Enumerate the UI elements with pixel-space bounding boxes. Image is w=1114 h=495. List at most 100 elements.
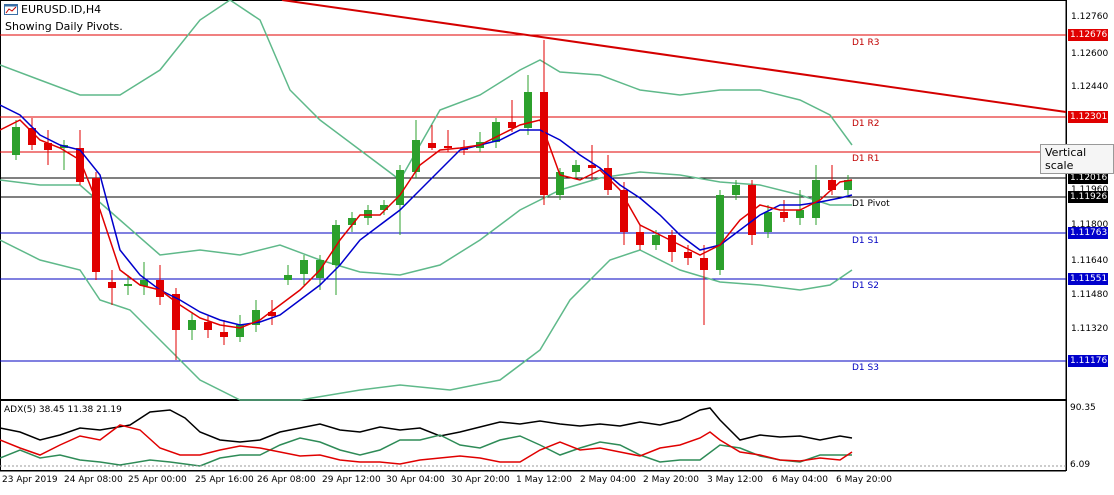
candle-body — [396, 170, 404, 205]
candle-body — [188, 320, 196, 330]
candle-body — [492, 122, 500, 142]
pivot-s2-label: D1 S2 — [852, 281, 879, 291]
price-tick: 1.11800 — [1071, 220, 1109, 230]
time-tick: 24 Apr 08:00 — [64, 475, 123, 485]
adx-indicator-label: ADX(5) 38.45 11.38 21.19 — [4, 405, 122, 415]
candle-body — [620, 190, 628, 232]
candle-body — [668, 235, 676, 252]
pivot-r3-label: D1 R3 — [852, 38, 880, 48]
candle-body — [780, 212, 788, 218]
time-tick: 25 Apr 16:00 — [195, 475, 254, 485]
time-tick: 2 May 20:00 — [643, 475, 699, 485]
time-tick: 3 May 12:00 — [707, 475, 763, 485]
time-tick: 25 Apr 00:00 — [128, 475, 187, 485]
chart-window-icon — [4, 4, 18, 15]
adx-tick-bottom: 6.09 — [1070, 460, 1091, 470]
pivot-r3-price-tag: 1.12676 — [1068, 29, 1108, 41]
candle-body — [796, 210, 804, 218]
price-tick: 1.11960 — [1071, 185, 1109, 195]
candle-body — [444, 146, 452, 148]
candle-body — [284, 275, 292, 280]
pivot-r2-price-tag: 1.12301 — [1068, 111, 1108, 123]
time-tick: 29 Apr 12:00 — [322, 475, 381, 485]
bollinger-upper — [0, 0, 853, 182]
time-tick: 6 May 20:00 — [836, 475, 892, 485]
time-tick: 2 May 04:00 — [580, 475, 636, 485]
candle-body — [156, 280, 164, 297]
adx-main-line — [0, 407, 853, 443]
pivot-s2-price-tag: 1.11551 — [1068, 273, 1108, 285]
candle-body — [412, 140, 420, 172]
trendline[interactable] — [281, 0, 1067, 113]
bollinger-lower — [0, 239, 853, 401]
pivot-r1-label: D1 R1 — [852, 154, 880, 164]
candle-body — [300, 260, 308, 274]
candle-body — [140, 280, 148, 286]
candle-body — [748, 185, 756, 235]
adx-minus-line — [0, 424, 853, 465]
candle-body — [556, 172, 564, 195]
candle-body — [364, 210, 372, 218]
candle-body — [524, 92, 532, 128]
time-tick: 30 Apr 20:00 — [451, 475, 510, 485]
pivot-price-tag: 1.11926 — [1068, 191, 1108, 203]
candle-body — [828, 180, 836, 190]
pivot-s1-label: D1 S1 — [852, 236, 879, 246]
candle-body — [652, 235, 660, 245]
candle-body — [172, 294, 180, 330]
candle-body — [236, 325, 244, 337]
adx-plus-line — [0, 434, 852, 467]
candle-body — [700, 258, 708, 270]
time-tick: 30 Apr 04:00 — [386, 475, 445, 485]
candle-body — [844, 180, 852, 190]
candle-body — [508, 122, 516, 128]
candle-body — [220, 332, 228, 337]
candle-body — [124, 284, 132, 286]
candle-body — [716, 195, 724, 270]
pivot-label: D1 Pivot — [852, 199, 890, 209]
candle-body — [252, 310, 260, 325]
candle-body — [204, 322, 212, 330]
price-tick: 1.12600 — [1071, 49, 1109, 59]
candle-body — [540, 92, 548, 195]
candle-body — [812, 180, 820, 218]
time-tick: 23 Apr 2019 — [2, 475, 58, 485]
candle-body — [572, 165, 580, 172]
candle-body — [732, 185, 740, 195]
candle-body — [684, 252, 692, 258]
chart-title: EURUSD.ID,H4 — [21, 3, 102, 16]
price-tick: 1.11320 — [1071, 324, 1109, 334]
price-tick: 1.12440 — [1071, 82, 1109, 92]
current-price-tag: 1.12016 — [1068, 172, 1108, 184]
candle-body — [348, 218, 356, 225]
chart-subtitle: Showing Daily Pivots. — [5, 20, 123, 33]
time-tick: 1 May 12:00 — [516, 475, 572, 485]
vertical-scale-tooltip: Vertical scale — [1040, 144, 1114, 174]
adx-tick-top: 90.35 — [1070, 403, 1096, 413]
candle-body — [268, 312, 276, 316]
candle-body — [76, 148, 84, 182]
candle-body — [92, 178, 100, 272]
price-tick: 1.11640 — [1071, 256, 1109, 266]
candle-body — [588, 165, 596, 168]
pivot-s3-label: D1 S3 — [852, 363, 879, 373]
candle-body — [428, 143, 436, 148]
candlesticks — [12, 40, 852, 360]
price-tick: 1.11480 — [1071, 290, 1109, 300]
price-tick: 1.12760 — [1071, 12, 1109, 22]
candle-body — [764, 212, 772, 232]
candle-body — [28, 128, 36, 145]
pivot-s1-price-tag: 1.11763 — [1068, 227, 1108, 239]
pivot-r2-label: D1 R2 — [852, 119, 880, 129]
time-tick: 6 May 04:00 — [772, 475, 828, 485]
candle-body — [12, 127, 20, 155]
time-tick: 26 Apr 08:00 — [257, 475, 316, 485]
bollinger-middle — [0, 171, 852, 276]
pivot-s3-price-tag: 1.11176 — [1068, 355, 1108, 367]
candle-body — [108, 282, 116, 288]
candle-body — [380, 205, 388, 210]
candle-body — [636, 232, 644, 245]
ma-fast — [0, 119, 853, 329]
candle-body — [44, 143, 52, 150]
